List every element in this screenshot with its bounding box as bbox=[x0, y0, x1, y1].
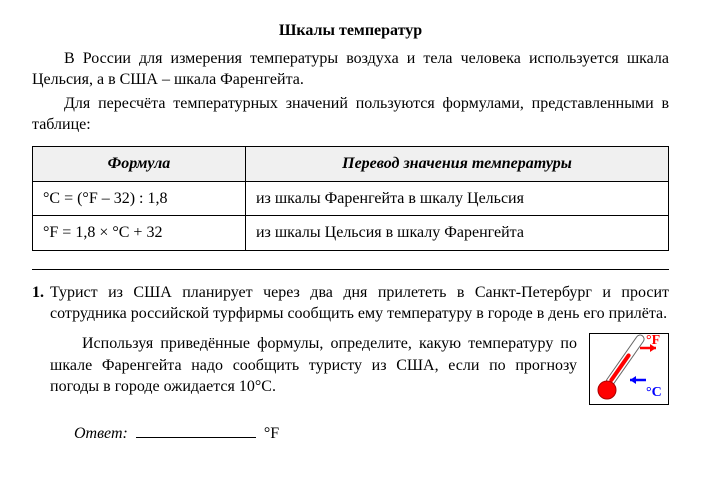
arrow-c-icon bbox=[630, 376, 646, 384]
formula-table: Формула Перевод значения температуры °C … bbox=[32, 146, 669, 251]
answer-unit: °F bbox=[264, 425, 279, 442]
thermometer-mercury-icon bbox=[609, 353, 632, 383]
page-title: Шкалы температур bbox=[32, 20, 669, 42]
label-c: °C bbox=[646, 385, 662, 400]
task-paragraph-2: Используя приведённые формулы, определит… bbox=[50, 333, 577, 405]
thermometer-figure: °F °C bbox=[589, 333, 669, 405]
table-row: °C = (°F – 32) : 1,8 из шкалы Фаренгейта… bbox=[33, 181, 669, 216]
task-number: 1. bbox=[32, 282, 44, 445]
answer-label: Ответ: bbox=[74, 425, 128, 442]
task-paragraph-1: Турист из США планирует через два дня пр… bbox=[50, 282, 669, 325]
table-header-meaning: Перевод значения температуры bbox=[245, 146, 668, 181]
label-f: °F bbox=[646, 334, 660, 348]
table-row: °F = 1,8 × °C + 32 из шкалы Цельсия в шк… bbox=[33, 216, 669, 251]
answer-row: Ответ: °F bbox=[74, 423, 669, 445]
divider bbox=[32, 269, 669, 270]
intro-paragraph-1: В России для измерения температуры возду… bbox=[32, 48, 669, 91]
intro-paragraph-2: Для пересчёта температурных значений пол… bbox=[32, 93, 669, 136]
thermometer-bulb-icon bbox=[598, 381, 616, 399]
cell-meaning: из шкалы Фаренгейта в шкалу Цельсия bbox=[245, 181, 668, 216]
answer-blank[interactable] bbox=[136, 437, 256, 438]
table-header-formula: Формула bbox=[33, 146, 246, 181]
cell-formula: °C = (°F – 32) : 1,8 bbox=[33, 181, 246, 216]
cell-meaning: из шкалы Цельсия в шкалу Фаренгейта bbox=[245, 216, 668, 251]
task-1: 1. Турист из США планирует через два дня… bbox=[32, 282, 669, 445]
cell-formula: °F = 1,8 × °C + 32 bbox=[33, 216, 246, 251]
